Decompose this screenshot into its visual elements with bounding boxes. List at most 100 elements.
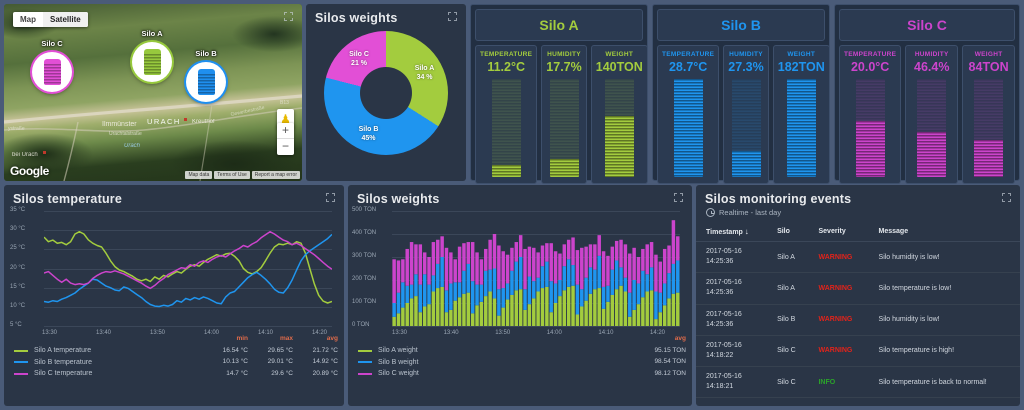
y-axis-tick: 25 °C (10, 245, 26, 252)
legend-item[interactable]: Silo C temperature (14, 368, 92, 380)
cell-silo: Silo B (767, 304, 809, 336)
timestamp-date: 2017-05-16 (706, 341, 742, 349)
expand-icon[interactable] (448, 12, 457, 21)
legend-item[interactable]: Silo A temperature (14, 345, 92, 357)
table-row[interactable]: 2017-05-16 14:25:36 Silo A WARNING Silo temp… (696, 272, 1020, 305)
silos-temperature-panel: Silos temperature 5 °C 10 °C 15 °C 20 °C 25 … (4, 185, 344, 406)
timestamp-time: 14:25:36 (706, 320, 734, 328)
map-attribution: Map data Terms of Use Report a map error (185, 171, 300, 179)
chevron-right-icon[interactable]: › (1001, 405, 1008, 406)
stat-value: 98.12 TON (654, 369, 686, 377)
cell-silo: Silo A (767, 241, 809, 274)
legend-item[interactable]: Silo B temperature (14, 357, 92, 369)
stat-value: 14.92 °C (312, 358, 338, 366)
gauge-weight: WEIGHT 140TON (590, 45, 648, 184)
column-header-severity[interactable]: Severity (808, 223, 869, 242)
gauge-label: TEMPERATURE (844, 51, 897, 58)
expand-icon[interactable] (674, 193, 683, 202)
map-attribution-item[interactable]: Report a map error (251, 171, 300, 179)
x-axis-tick: 13:40 (443, 330, 459, 336)
stat-value: 95.15 TON (654, 346, 686, 354)
gauge-bar (549, 79, 579, 177)
legend-label: Silo B temperature (34, 358, 92, 366)
temperature-stats: min max avg 16.54 °C 29.65 °C 21.72 °C 10.13 °… (203, 333, 338, 379)
sort-descending-icon[interactable]: ↓ (744, 227, 749, 236)
svg-text:Ilmmünster: Ilmmünster (102, 121, 137, 128)
column-header-label: Message (878, 228, 909, 235)
column-header-label: Severity (818, 228, 846, 235)
legend-item[interactable]: Silo C weight (358, 368, 419, 380)
table-row[interactable]: 2017-05-16 14:18:21 Silo C INFO Silo tempera… (696, 366, 1020, 399)
stat-value: 98.54 TON (654, 358, 686, 366)
legend-item[interactable]: Silo B weight (358, 357, 419, 369)
silo-icon (143, 49, 161, 75)
x-axis-tick: 14:10 (598, 330, 614, 336)
column-header-silo[interactable]: Silo (767, 223, 809, 242)
timestamp-date: 2017-05-16 (706, 279, 742, 287)
map-attribution-item[interactable]: Map data (185, 171, 213, 179)
gauge-bar-fill (549, 159, 579, 177)
column-header-message[interactable]: Message (868, 223, 1020, 242)
map-marker-label: Silo B (195, 49, 217, 58)
donut-hole (360, 67, 412, 119)
gauge-value: 11.2°C (487, 60, 525, 74)
zoom-out-button[interactable]: − (281, 139, 289, 153)
expand-icon[interactable] (284, 12, 293, 21)
status-badge: WARNING (818, 347, 853, 355)
table-pager: Page: 1 ▼ Rows per page 5 ▼ 1 - 5 of 58 … (696, 398, 1020, 406)
timestamp-time: 14:18:22 (706, 351, 734, 359)
stat-value: 29.6 °C (271, 369, 293, 377)
gauge-bar-fill (673, 79, 703, 177)
chevron-left-icon[interactable]: ‹ (984, 405, 991, 406)
y-axis-tick: 30 °C (10, 226, 26, 233)
svg-text:Urach: Urach (124, 143, 141, 149)
table-row[interactable]: 2017-05-16 14:18:22 Silo C WARNING Silo temp… (696, 335, 1020, 368)
timestamp-time: 14:18:21 (706, 383, 734, 391)
map-marker-silo-a[interactable]: Silo A (132, 29, 172, 82)
gauge-bar (731, 79, 761, 177)
stat-row: 98.54 TON (628, 356, 686, 368)
column-header-label: Timestamp (706, 229, 743, 236)
y-axis-tick: 500 TON (352, 207, 377, 213)
silo-icon (197, 69, 215, 95)
gauge-temperature: TEMPERATURE 28.7°C (657, 45, 720, 184)
map-type-map[interactable]: Map (20, 15, 36, 24)
panel-title: Silos weights (315, 11, 398, 25)
map-panel[interactable]: Ilmmünster URACH Kreuthof Urachtalstraße Ura… (4, 4, 302, 181)
cell-silo: Silo C (767, 366, 809, 399)
gauge-bar-fill (731, 150, 761, 177)
gauge-value: 140TON (595, 60, 643, 74)
map-marker-silo-b[interactable]: Silo B (186, 49, 226, 102)
status-badge: WARNING (818, 284, 853, 292)
gauge-value: 17.7% (546, 60, 582, 74)
map-attribution-item[interactable]: Terms of Use (214, 171, 250, 179)
legend-item[interactable]: Silo A weight (358, 345, 419, 357)
expand-icon[interactable] (1002, 193, 1011, 202)
stat-row: 95.15 TON (628, 345, 686, 357)
stat-value: 14.7 °C (226, 369, 248, 377)
stat-value: 16.54 °C (222, 346, 248, 354)
table-row[interactable]: 2017-05-16 14:25:36 Silo B WARNING Silo humi… (696, 304, 1020, 336)
column-header-timestamp[interactable]: Timestamp ↓ (696, 223, 768, 242)
timestamp-time: 14:25:36 (706, 258, 734, 266)
gauge-label: HUMIDITY (547, 51, 581, 58)
gauge-temperature: TEMPERATURE 20.0°C (839, 45, 902, 184)
timestamp-date: 2017-05-16 (706, 310, 742, 318)
map-zoom-control[interactable]: + − (277, 123, 294, 155)
stat-value: 21.72 °C (312, 346, 338, 354)
table-header-row: Timestamp ↓ Silo Severity Message (696, 223, 1020, 242)
y-axis-tick: 300 TON (352, 253, 377, 259)
gauge-bar (673, 79, 703, 177)
legend-color-swatch (14, 372, 28, 375)
gauge-label: TEMPERATURE (480, 51, 533, 58)
expand-icon[interactable] (326, 193, 335, 202)
zoom-in-button[interactable]: + (277, 123, 294, 139)
map-type-satellite[interactable]: Satellite (43, 12, 88, 27)
map-type-control[interactable]: Map Satellite (13, 12, 88, 27)
svg-text:Kreuthof: Kreuthof (192, 119, 215, 125)
status-badge: WARNING (818, 316, 853, 324)
gauge-bar-fill (974, 139, 1004, 177)
map-marker-silo-c[interactable]: Silo C (32, 39, 72, 92)
gauge-bar-fill (917, 131, 947, 177)
table-row[interactable]: 2017-05-16 14:25:36 Silo A WARNING Silo humi… (696, 241, 1020, 274)
